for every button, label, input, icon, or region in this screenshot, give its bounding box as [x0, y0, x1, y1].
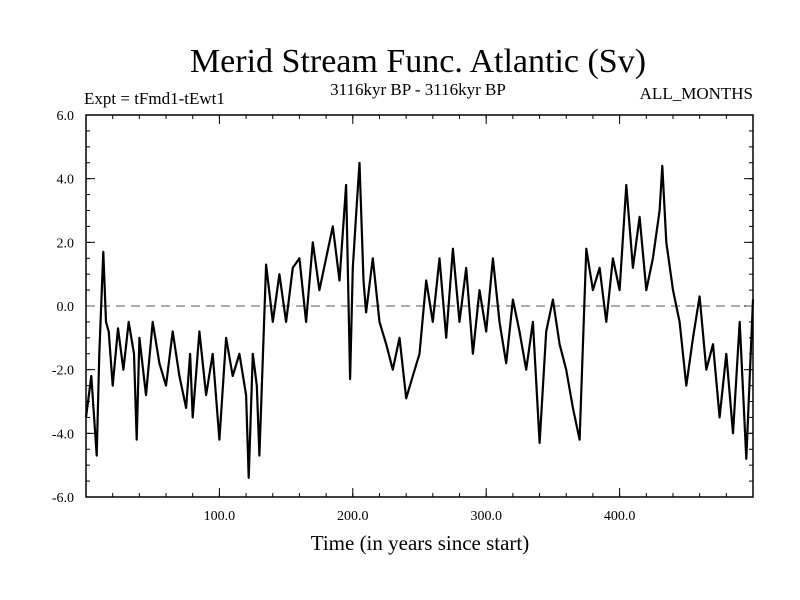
x-axis-label: Time (in years since start) [311, 531, 530, 555]
y-tick-label: -2.0 [52, 364, 74, 379]
y-tick-label: 4.0 [57, 173, 75, 188]
x-tick-label: 400.0 [604, 509, 636, 524]
period-label: 3116kyr BP - 3116kyr BP [330, 80, 506, 99]
months-label: ALL_MONTHS [640, 84, 753, 103]
x-tick-label: 200.0 [337, 509, 369, 524]
y-tick-label: -4.0 [52, 427, 74, 442]
y-tick-label: -6.0 [52, 491, 74, 506]
x-tick-label: 300.0 [470, 509, 502, 524]
y-tick-label: 0.0 [57, 300, 75, 315]
experiment-label: Expt = tFmd1-tEwt1 [84, 89, 225, 108]
axis-ticks: -6.0 -4.0 -2.0 0.0 2.0 4.0 6.0 100.0 200.0 300.0 4… [52, 109, 753, 524]
y-tick-label: 2.0 [57, 236, 75, 251]
y-tick-label: 6.0 [57, 109, 75, 124]
chart-title: Merid Stream Func. Atlantic (Sv) [190, 43, 646, 80]
x-tick-label: 100.0 [204, 509, 236, 524]
series-line [84, 161, 755, 479]
plot-frame [85, 114, 754, 498]
